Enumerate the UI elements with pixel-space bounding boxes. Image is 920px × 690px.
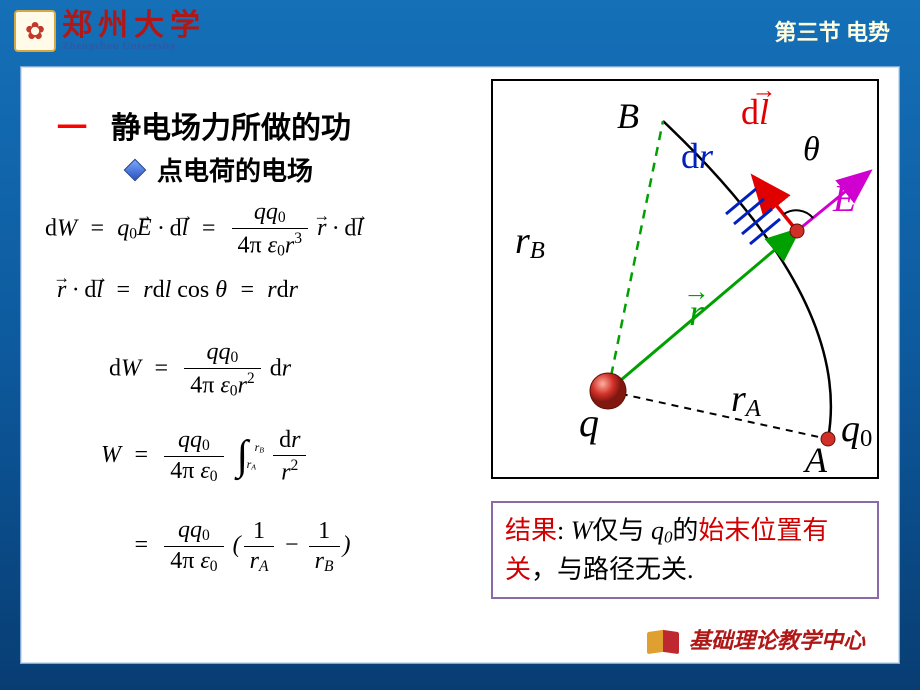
section-title: 一 静电场力所做的功 — [57, 103, 351, 147]
logo-cn: 郑州大学 — [62, 11, 206, 41]
field-diagram: B dl dr θ E rB r q rA q0 A — [491, 79, 879, 479]
line-rA — [608, 391, 828, 439]
label-dr: dr — [681, 135, 713, 177]
subtitle-text: 点电荷的电场 — [157, 151, 313, 188]
equation-dW2: dW = qq04π ε0r2 dr — [109, 339, 291, 401]
angle-theta-arc — [784, 210, 813, 218]
content-panel: 一 静电场力所做的功 点电荷的电场 dW = q0E · dl = qq04π … — [20, 66, 900, 664]
section-text: 静电场力所做的功 — [111, 103, 351, 147]
result-prefix: 结果 — [505, 516, 557, 545]
field-point — [790, 224, 804, 238]
subtitle-row: 点电荷的电场 — [127, 151, 313, 188]
section-number: 一 — [57, 103, 87, 147]
chapter-title: 第三节 电势 — [774, 15, 890, 47]
equation-rdl: r · dl = rdl cos θ = rdr — [57, 277, 298, 304]
header: ✿ 郑州大学 Zhengzhou University 第三节 电势 — [0, 0, 920, 62]
footer-text: 基础理论教学中心 — [689, 623, 865, 655]
label-dl: dl — [741, 91, 769, 133]
equation-W-result: = qq04π ε0 (1rA − 1rB) — [133, 517, 351, 576]
label-E: E — [833, 177, 856, 221]
label-rvec: r — [689, 291, 704, 335]
label-B: B — [617, 95, 639, 137]
bullet-diamond-icon — [124, 158, 147, 181]
university-logo-icon: ✿ — [14, 10, 56, 52]
label-rB: rB — [515, 219, 545, 265]
label-rA: rA — [731, 377, 761, 423]
label-theta: θ — [803, 131, 820, 169]
result-box: 结果: W仅与 q0的始末位置有关，与路径无关. — [491, 501, 879, 599]
label-q: q — [579, 399, 599, 446]
footer: 基础理论教学中心 — [647, 623, 865, 655]
label-A: A — [805, 439, 827, 481]
equation-W-integral: W = qq04π ε0 ∫rArB drr2 — [101, 427, 309, 486]
logo-en: Zhengzhou University — [62, 41, 206, 52]
book-icon — [647, 625, 679, 653]
label-q0: q0 — [841, 407, 872, 453]
equation-dW: dW = q0E · dl = qq04π ε0r3 r · dl — [45, 199, 363, 261]
logo-block: ✿ 郑州大学 Zhengzhou University — [14, 10, 206, 52]
